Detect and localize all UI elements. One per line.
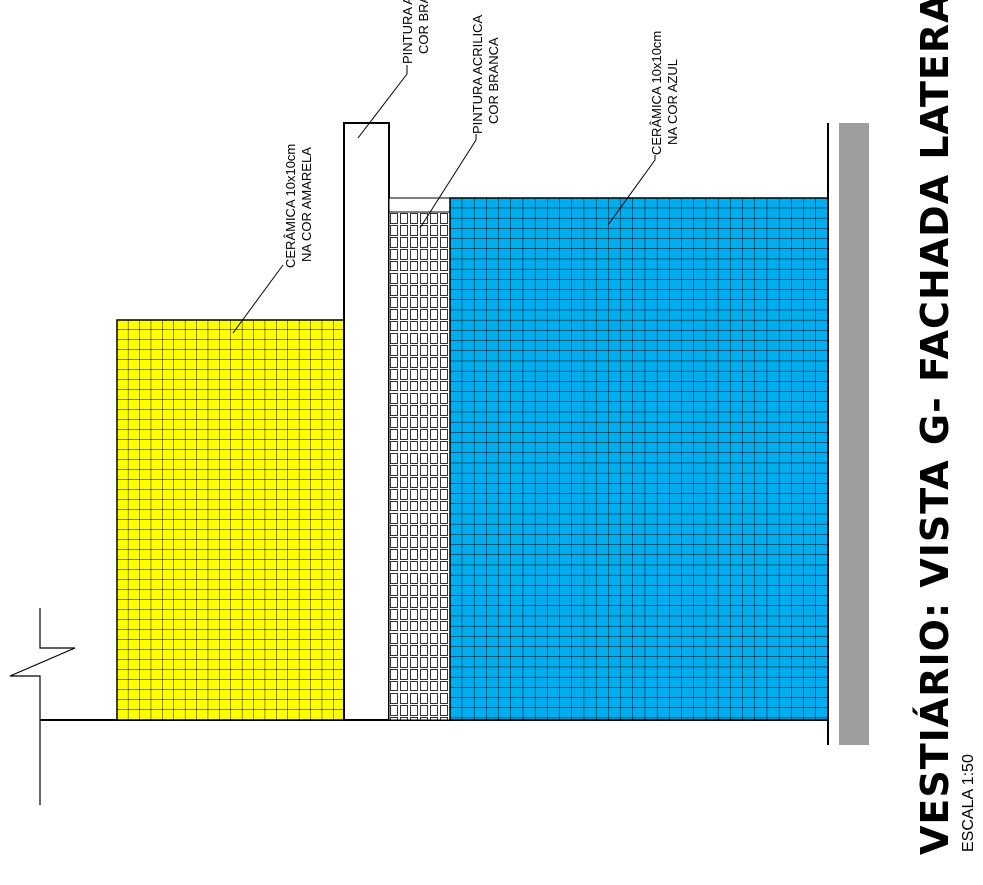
blue-note-line1: CERÂMICA 10x10cm <box>649 31 664 155</box>
leader-blue <box>607 155 656 226</box>
leader-yellow <box>232 264 284 334</box>
blue-note-line2: NA COR AZUL <box>665 59 680 145</box>
strip-note-line1: PINTURA ACRILICA <box>470 14 485 134</box>
drawing-scale: ESCALA 1:50 <box>960 754 977 852</box>
white-strip-top <box>388 197 451 213</box>
pillar-note-line1: PINTURA ACRILICA <box>400 0 415 64</box>
white-tile-strip <box>388 211 451 721</box>
leader-pillar <box>357 65 408 139</box>
yellow-note-line2: NA COR AMARELA <box>299 147 314 262</box>
yellow-tile-wall <box>116 319 345 721</box>
leader-white-strip <box>419 134 477 229</box>
blue-tile-wall <box>449 197 829 721</box>
pillar-note-line2: COR BRANCA <box>416 0 431 54</box>
yellow-note-line1: CERÂMICA 10x10cm <box>283 144 298 268</box>
break-line-symbol <box>9 608 76 805</box>
drawing-title: VESTIÁRIO: VISTA G- FACHADA LATERAL <box>913 0 957 855</box>
strip-note-line2: COR BRANCA <box>486 37 501 124</box>
ground-strip <box>839 123 869 745</box>
pillar <box>343 122 390 721</box>
